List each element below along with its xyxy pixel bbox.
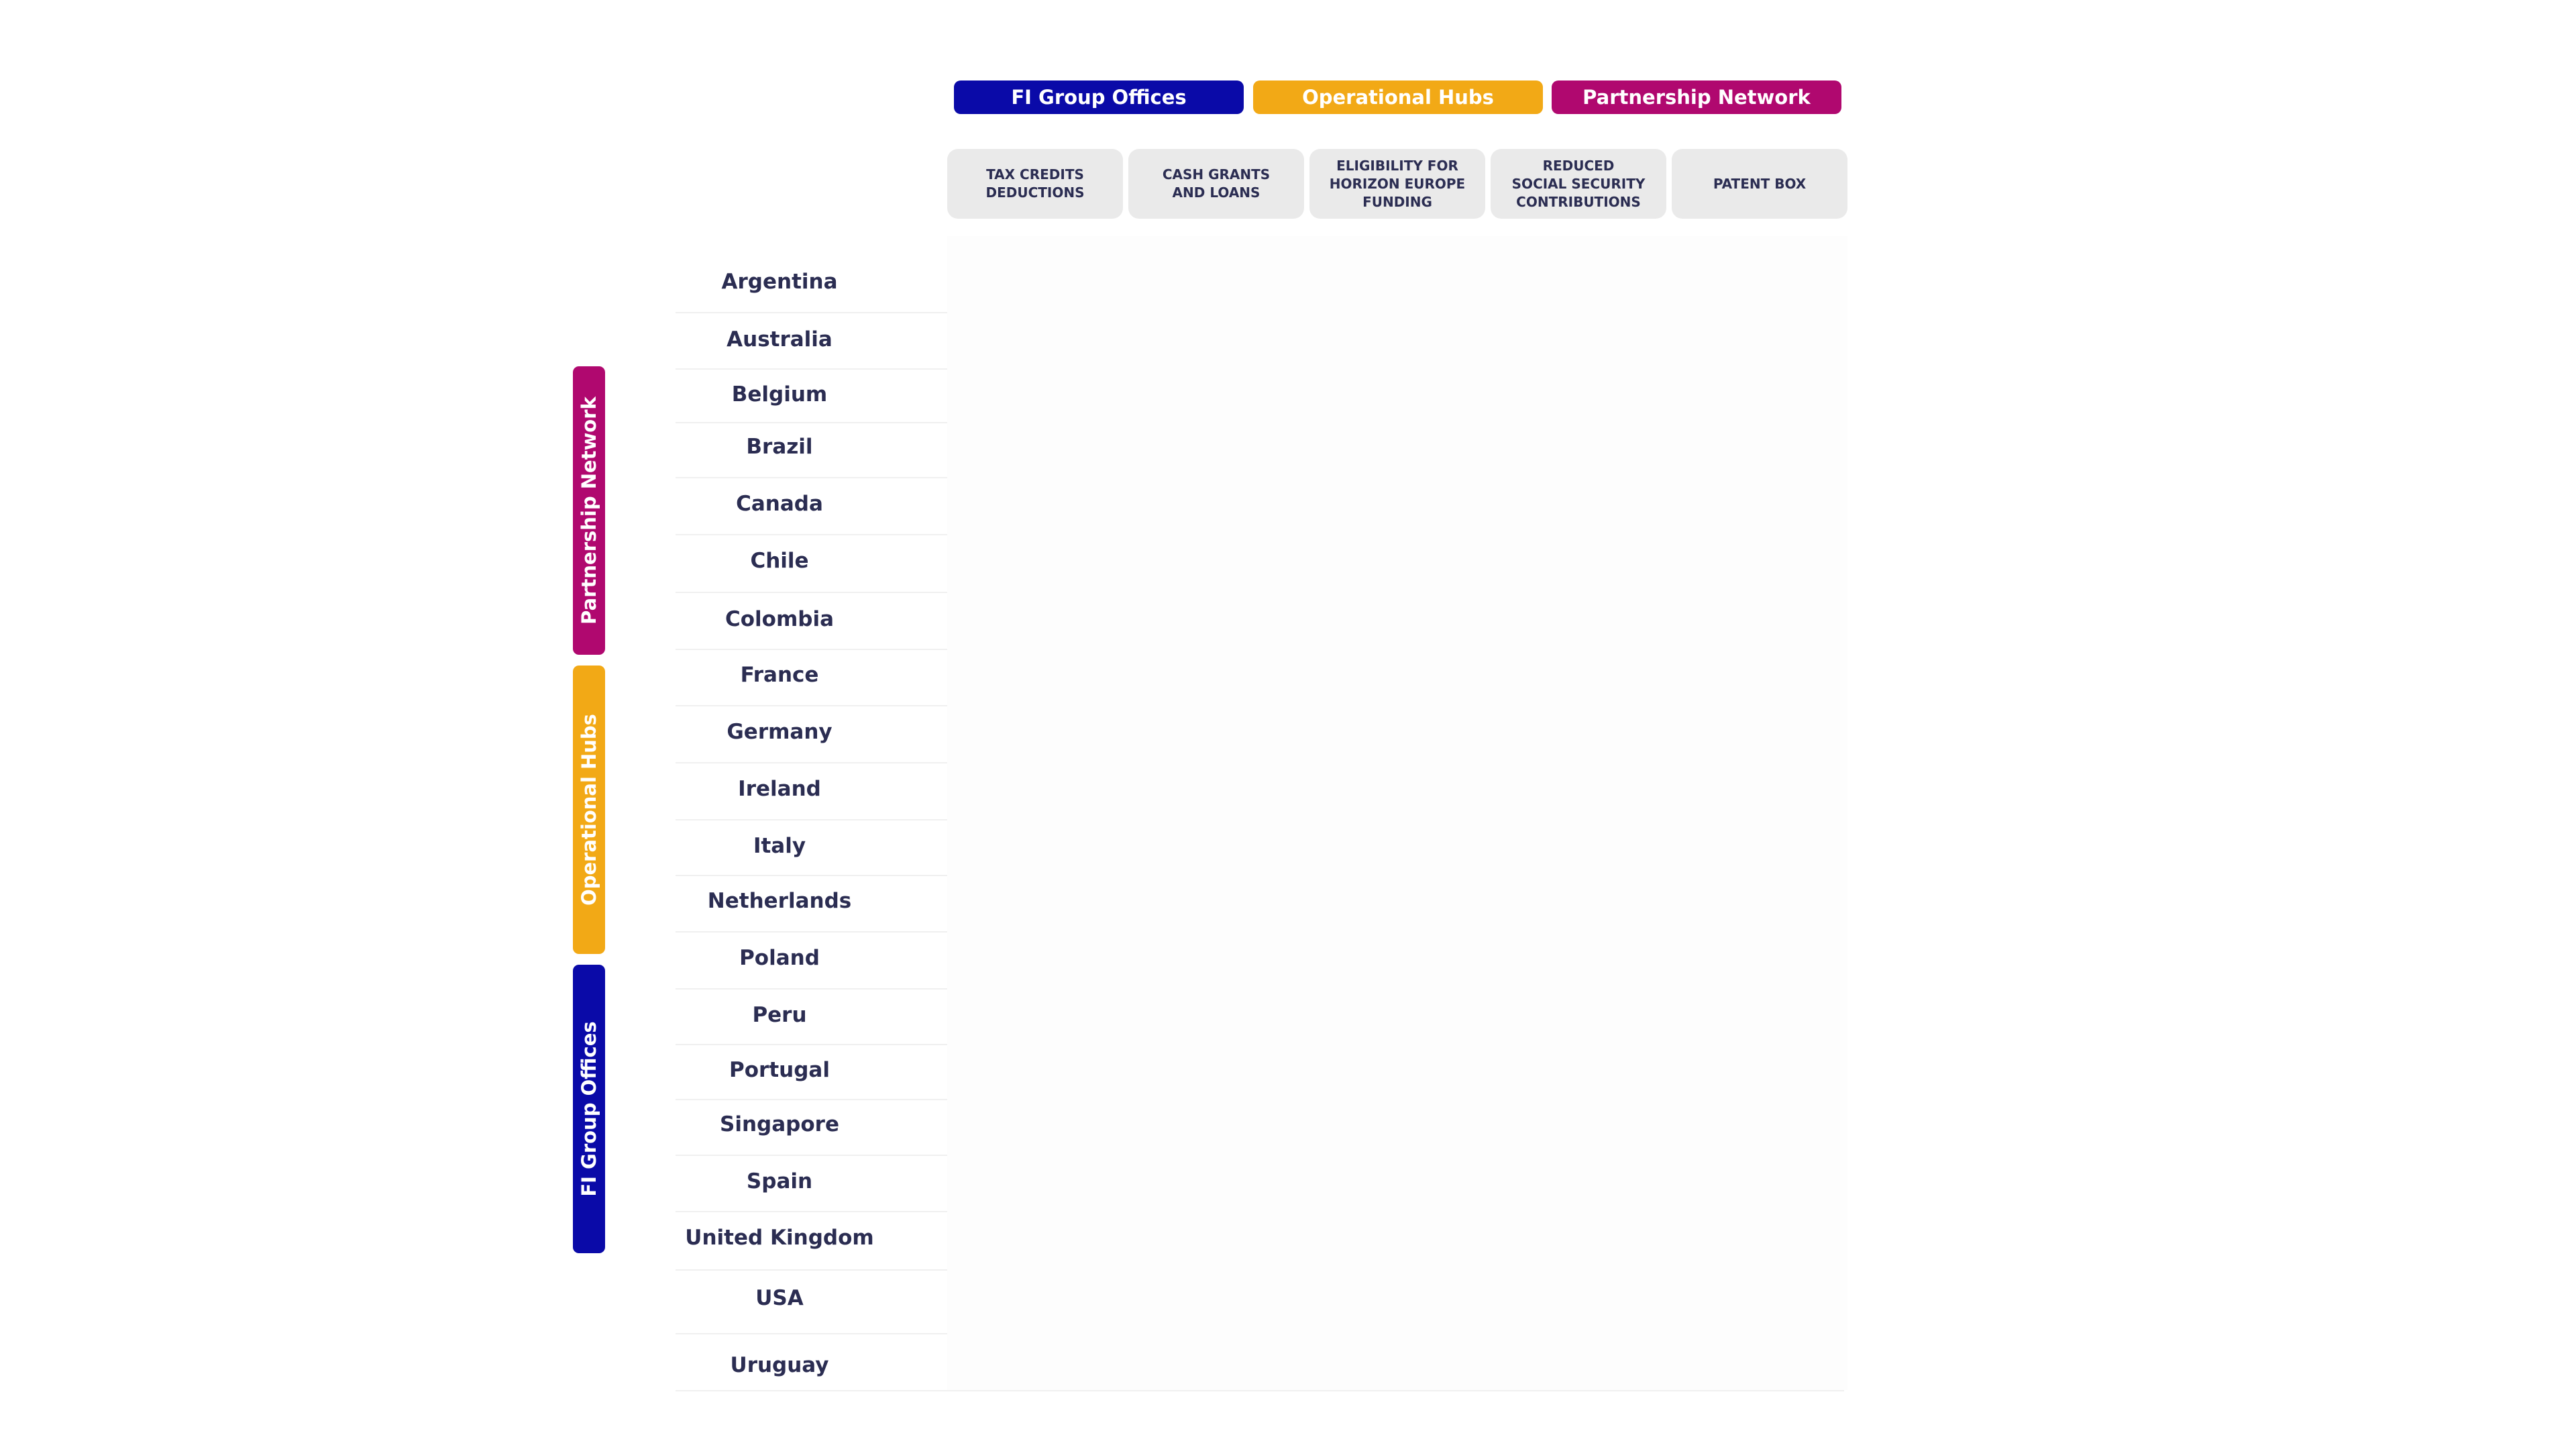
legend-pill: Partnership Network [1552,81,1841,114]
side-legend-label: FI Group Offices [578,1021,600,1197]
country-label: Colombia [724,607,834,631]
column-header: REDUCED SOCIAL SECURITY CONTRIBUTIONS [1491,149,1666,219]
country-label: Argentina [721,270,838,294]
column-header: PATENT BOX [1672,149,1847,219]
country-label: Singapore [720,1112,839,1136]
country-label: USA [755,1286,804,1310]
column-header: TAX CREDITS DEDUCTIONS [947,149,1123,219]
side-legend-bar [573,666,605,954]
country-label: Poland [739,946,820,970]
side-legend-bar [573,366,605,655]
legend-pill: FI Group Offices [954,81,1244,114]
matrix-panel [947,236,1847,1390]
country-label: Peru [752,1003,807,1027]
country-label: Ireland [738,777,821,801]
country-label: Portugal [729,1058,830,1082]
side-legend-label: Partnership Network [578,396,600,625]
country-label: Netherlands [707,889,852,913]
column-header: CASH GRANTS AND LOANS [1128,149,1304,219]
country-label: Uruguay [730,1353,829,1377]
side-legend-label: Operational Hubs [578,714,600,906]
country-label: Germany [727,720,833,744]
country-label: Belgium [731,382,828,407]
country-label: Canada [736,492,823,516]
country-label: Italy [753,834,806,858]
column-header: ELIGIBILITY FOR HORIZON EUROPE FUNDING [1309,149,1485,219]
row-divider [676,1390,1844,1391]
legend-pill: Operational Hubs [1253,81,1543,114]
country-label: United Kingdom [685,1226,874,1250]
country-label: Chile [750,549,809,573]
country-label: Spain [746,1169,813,1193]
side-legend-bar [573,965,605,1253]
country-label: France [740,663,819,687]
country-label: Brazil [746,435,813,459]
country-label: Australia [727,327,833,352]
